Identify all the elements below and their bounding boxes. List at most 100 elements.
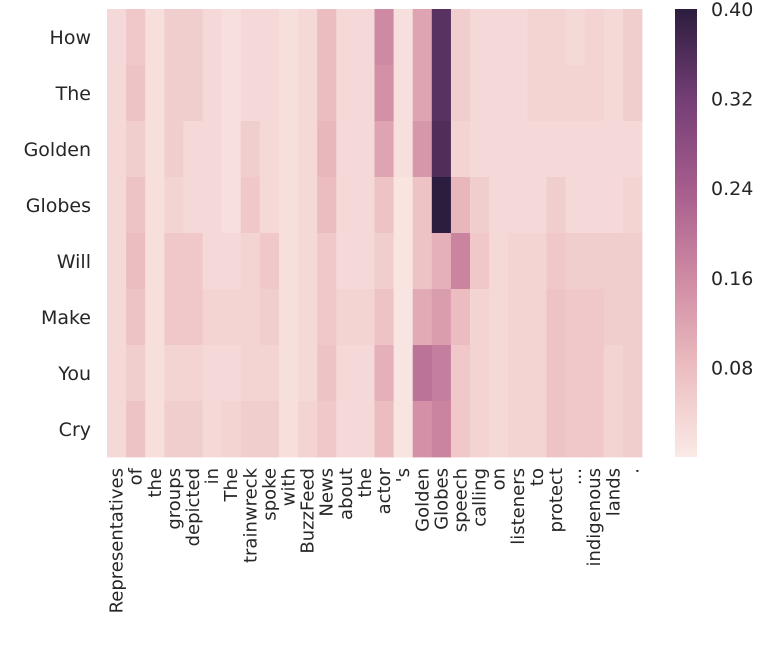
heatmap-cell [393, 65, 414, 122]
column-label: speech [450, 468, 471, 532]
heatmap-cell [164, 345, 184, 402]
heatmap-cell [145, 177, 165, 234]
heatmap-cell [126, 65, 146, 122]
heatmap-cell [431, 121, 452, 178]
heatmap-cell [546, 401, 566, 458]
heatmap-cell [336, 65, 356, 122]
heatmap-cell [431, 233, 452, 290]
heatmap-cell [164, 121, 184, 178]
heatmap-cell [450, 9, 471, 66]
colorbar-tick-label: 0.40 [711, 0, 753, 21]
heatmap-cell [221, 345, 242, 402]
row-label: Make [41, 307, 91, 329]
heatmap-cell [450, 401, 471, 458]
heatmap-cell [374, 121, 395, 178]
column-label: protect [546, 468, 567, 533]
heatmap-cell [527, 9, 547, 66]
column-label: Golden [412, 468, 433, 532]
heatmap-cell [107, 65, 127, 122]
heatmap-cell [546, 233, 566, 290]
column-labels: RepresentativesofthegroupsdepictedinThet… [107, 467, 644, 613]
heatmap-cell [221, 401, 242, 458]
heatmap-cell [527, 289, 547, 346]
heatmap-cell [317, 65, 337, 122]
row-label: Will [57, 251, 91, 273]
column-label: Globes [431, 468, 452, 530]
heatmap-cell [298, 9, 318, 66]
heatmap-cell [508, 9, 528, 66]
heatmap-cell [584, 401, 605, 458]
heatmap-cell [278, 289, 299, 346]
heatmap-cell [240, 177, 261, 234]
heatmap-cell [603, 121, 624, 178]
heatmap-cell [126, 233, 146, 290]
heatmap-cell [431, 9, 452, 66]
heatmap-cell [221, 289, 242, 346]
heatmap-cell [431, 289, 452, 346]
heatmap-cell [240, 289, 261, 346]
heatmap-cell [489, 9, 509, 66]
heatmap-cell [317, 177, 337, 234]
heatmap-cell [603, 65, 624, 122]
heatmap-cell [622, 121, 643, 178]
heatmap-cell [221, 121, 242, 178]
heatmap-cell [508, 345, 528, 402]
heatmap-cell [508, 121, 528, 178]
heatmap-cell [240, 121, 261, 178]
column-label: BuzzFeed [298, 468, 319, 554]
heatmap-cell [355, 401, 375, 458]
heatmap-cell [393, 9, 414, 66]
heatmap-cell [603, 345, 624, 402]
column-label: lands [603, 468, 624, 516]
heatmap-cell [470, 121, 490, 178]
heatmap-cell [546, 65, 566, 122]
heatmap-cell [450, 289, 471, 346]
heatmap-cell [126, 401, 146, 458]
heatmap-cell [183, 289, 203, 346]
heatmap-cell [412, 233, 433, 290]
column-label: to [527, 468, 548, 486]
heatmap-cell [107, 177, 127, 234]
row-labels: How The Golden Globes Will Make You Cry [24, 27, 91, 441]
column-label: The [221, 468, 242, 502]
heatmap-cell [527, 65, 547, 122]
heatmap-cell [374, 65, 395, 122]
heatmap-cell [164, 177, 184, 234]
heatmap-cell [183, 9, 203, 66]
heatmap-cell [450, 177, 471, 234]
heatmap-cell [393, 121, 414, 178]
heatmap-cell [183, 233, 203, 290]
heatmap-cell [164, 9, 184, 66]
heatmap-cell [355, 121, 375, 178]
row-label: You [57, 363, 91, 385]
heatmap-cell [317, 233, 337, 290]
column-label: in [202, 468, 223, 484]
heatmap-cell [622, 401, 643, 458]
heatmap-cell [298, 121, 318, 178]
column-label: the [145, 468, 166, 498]
heatmap-cell [565, 233, 586, 290]
heatmap-cell [278, 233, 299, 290]
heatmap-cell [489, 345, 509, 402]
heatmap-cell [508, 289, 528, 346]
row-label: The [55, 83, 91, 105]
heatmap-cell [565, 345, 586, 402]
column-label: trainwreck [240, 467, 261, 563]
heatmap-cell [546, 345, 566, 402]
heatmap-cell [527, 233, 547, 290]
heatmap-cell [278, 345, 299, 402]
heatmap-cell [374, 345, 395, 402]
heatmap-cell [450, 65, 471, 122]
heatmap-cell [546, 121, 566, 178]
heatmap-cell [355, 345, 375, 402]
heatmap-cell [546, 9, 566, 66]
heatmap-cell [450, 233, 471, 290]
heatmap-cell [298, 65, 318, 122]
heatmap-cell [489, 121, 509, 178]
heatmap-cell [412, 289, 433, 346]
heatmap-cell [508, 65, 528, 122]
heatmap-cell [565, 9, 586, 66]
heatmap-cell [374, 177, 395, 234]
heatmap-cell [221, 177, 242, 234]
heatmap-cell [412, 121, 433, 178]
